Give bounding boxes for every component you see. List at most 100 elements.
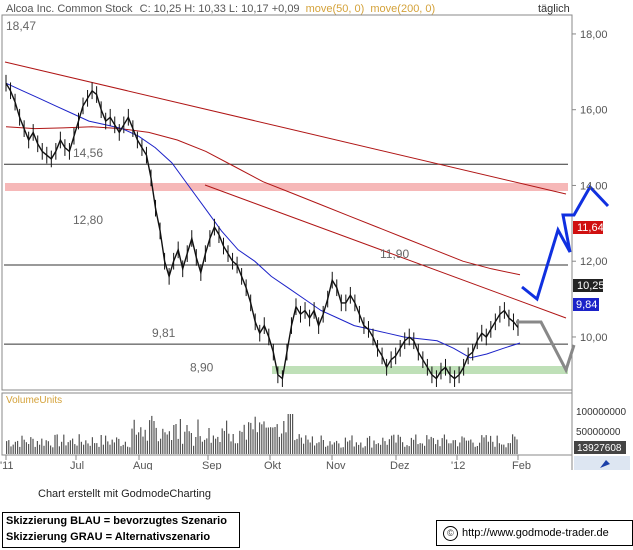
volume-bar (476, 446, 478, 454)
volume-bar (369, 436, 371, 454)
volume-bar (201, 441, 203, 454)
volume-bar (428, 439, 430, 454)
volume-bar (498, 443, 500, 454)
volume-bar (470, 439, 472, 454)
volume-bar (371, 447, 373, 454)
volume-bar (195, 437, 197, 454)
volume-bar (43, 445, 45, 454)
volume-bar (252, 429, 254, 454)
volume-bar (441, 438, 443, 454)
volume-bar (404, 446, 406, 454)
volume-bar (212, 435, 214, 454)
volume-bar (276, 424, 278, 454)
volume-bar (487, 441, 489, 454)
x-tick-label: '11 (0, 460, 14, 470)
volume-bar (153, 421, 155, 454)
level-label: 11,90 (380, 247, 409, 261)
volume-bar (325, 446, 327, 454)
navigation-icon[interactable] (574, 456, 630, 470)
volume-bar (193, 445, 195, 454)
volume-bar (307, 439, 309, 454)
volume-bar (63, 434, 65, 454)
y-tick-label: 10,00 (580, 332, 608, 344)
volume-bar (34, 446, 36, 454)
blue-scenario-path (521, 184, 610, 302)
volume-bar (109, 444, 111, 454)
volume-bar (89, 445, 91, 454)
volume-bar (69, 440, 71, 454)
volume-bar (289, 414, 291, 454)
volume-bar (21, 435, 23, 454)
volume-bar (303, 443, 305, 454)
volume-bar (239, 430, 241, 454)
lower-trend-line (204, 184, 567, 319)
site-link-box[interactable]: © http://www.godmode-trader.de (436, 520, 633, 546)
volume-bar (292, 414, 294, 454)
volume-bar (316, 443, 318, 454)
volume-bar (234, 443, 236, 454)
volume-bar (217, 436, 219, 454)
gray-scenario-path (516, 320, 576, 374)
volume-bar (309, 442, 311, 454)
volume-bar (129, 447, 131, 454)
volume-bar (283, 421, 285, 454)
volume-bar (285, 432, 287, 454)
volume-bar (107, 441, 109, 454)
volume-tick-100m: 100000000 (576, 407, 626, 418)
volume-bar (144, 429, 146, 454)
volume-bar (85, 440, 87, 454)
volume-bar (76, 445, 78, 454)
volume-bar (171, 440, 173, 454)
volume-bar (318, 442, 320, 454)
volume-bar (50, 445, 52, 454)
volume-bar (305, 435, 307, 454)
volume-bar (111, 439, 113, 454)
volume-bar (512, 434, 514, 454)
volume-bar (221, 428, 223, 454)
volume-bar (78, 434, 80, 454)
volume-bar (338, 443, 340, 454)
volume-bar (179, 419, 181, 454)
ma50-line (5, 82, 521, 359)
volume-bar (19, 446, 21, 454)
volume-bar (395, 442, 397, 454)
site-link[interactable]: http://www.godmode-trader.de (462, 527, 609, 539)
volume-bar (507, 443, 509, 454)
volume-bar (197, 419, 199, 454)
volume-bar (331, 444, 333, 454)
volume-bar (375, 444, 377, 454)
volume-bar (17, 440, 19, 454)
volume-bar (353, 446, 355, 454)
volume-label: VolumeUnits (6, 395, 62, 406)
volume-bar (219, 442, 221, 454)
volume-bar (133, 419, 135, 454)
volume-bar (421, 443, 423, 454)
volume-bar (281, 433, 283, 454)
volume-bar (67, 442, 69, 454)
volume-bar (113, 442, 115, 454)
level-label: 12,80 (73, 213, 103, 227)
volume-bar (454, 440, 456, 454)
volume-bar (406, 445, 408, 454)
volume-bar (481, 435, 483, 454)
volume-bar (386, 444, 388, 454)
volume-bar (426, 435, 428, 454)
volume-bar (463, 437, 465, 454)
volume-bar (329, 441, 331, 454)
volume-bar (437, 439, 439, 454)
volume-bar (342, 447, 344, 454)
volume-bar (237, 443, 239, 454)
volume-bar (256, 432, 258, 454)
volume-bar (514, 436, 516, 454)
volume-bar (311, 436, 313, 454)
volume-bar (45, 440, 47, 454)
volume-bar (186, 425, 188, 454)
volume-bar (327, 445, 329, 454)
price-badge: 10,25 (573, 279, 605, 292)
volume-bar (228, 433, 230, 454)
volume-bar (360, 442, 362, 454)
volume-bar (355, 442, 357, 454)
volume-bar (39, 444, 41, 454)
volume-bar (131, 428, 133, 454)
volume-bar (496, 435, 498, 454)
